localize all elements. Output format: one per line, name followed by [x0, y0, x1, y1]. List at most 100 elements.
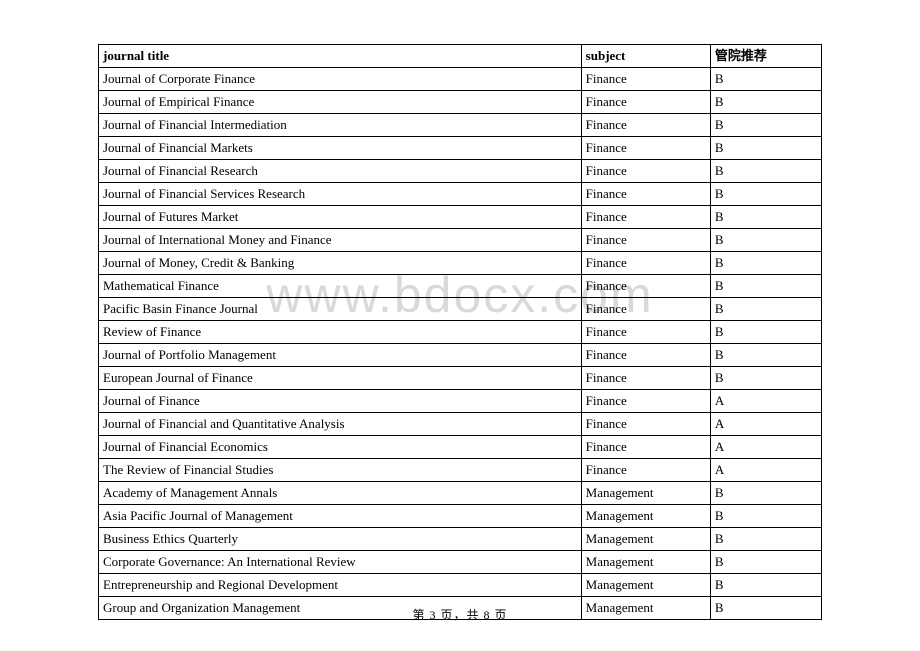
cell-title: Journal of Financial Markets	[99, 137, 582, 160]
cell-rec: B	[710, 68, 821, 91]
table-row: Journal of Portfolio ManagementFinanceB	[99, 344, 822, 367]
cell-subject: Finance	[581, 183, 710, 206]
table-row: Journal of Financial EconomicsFinanceA	[99, 436, 822, 459]
cell-title: Entrepreneurship and Regional Developmen…	[99, 574, 582, 597]
cell-title: Business Ethics Quarterly	[99, 528, 582, 551]
journal-table: journal title subject 管院推荐 Journal of Co…	[98, 44, 822, 620]
table-row: Pacific Basin Finance JournalFinanceB	[99, 298, 822, 321]
table-row: Asia Pacific Journal of ManagementManage…	[99, 505, 822, 528]
col-header-title: journal title	[99, 45, 582, 68]
cell-title: Journal of Financial and Quantitative An…	[99, 413, 582, 436]
cell-subject: Finance	[581, 114, 710, 137]
cell-title: Asia Pacific Journal of Management	[99, 505, 582, 528]
table-row: Business Ethics QuarterlyManagementB	[99, 528, 822, 551]
table-row: Group and Organization ManagementManagem…	[99, 597, 822, 620]
cell-title: Journal of Corporate Finance	[99, 68, 582, 91]
cell-subject: Finance	[581, 344, 710, 367]
table-row: Journal of Futures MarketFinanceB	[99, 206, 822, 229]
cell-subject: Management	[581, 551, 710, 574]
cell-title: Journal of Futures Market	[99, 206, 582, 229]
table-row: Journal of Financial MarketsFinanceB	[99, 137, 822, 160]
cell-rec: B	[710, 114, 821, 137]
cell-title: Corporate Governance: An International R…	[99, 551, 582, 574]
cell-title: Journal of Financial Intermediation	[99, 114, 582, 137]
cell-rec: B	[710, 367, 821, 390]
table-row: Journal of Money, Credit & BankingFinanc…	[99, 252, 822, 275]
cell-title: Journal of Empirical Finance	[99, 91, 582, 114]
cell-subject: Management	[581, 528, 710, 551]
cell-rec: B	[710, 482, 821, 505]
cell-rec: B	[710, 551, 821, 574]
cell-subject: Finance	[581, 91, 710, 114]
cell-title: Academy of Management Annals	[99, 482, 582, 505]
table-row: Journal of Financial IntermediationFinan…	[99, 114, 822, 137]
cell-subject: Finance	[581, 321, 710, 344]
table-body: Journal of Corporate FinanceFinanceBJour…	[99, 68, 822, 620]
cell-title: Review of Finance	[99, 321, 582, 344]
cell-subject: Finance	[581, 413, 710, 436]
table-row: Journal of Financial ResearchFinanceB	[99, 160, 822, 183]
cell-rec: B	[710, 298, 821, 321]
cell-rec: B	[710, 275, 821, 298]
cell-subject: Finance	[581, 206, 710, 229]
cell-rec: B	[710, 183, 821, 206]
cell-rec: B	[710, 597, 821, 620]
table-row: Journal of FinanceFinanceA	[99, 390, 822, 413]
cell-title: Journal of Money, Credit & Banking	[99, 252, 582, 275]
cell-title: Journal of International Money and Finan…	[99, 229, 582, 252]
cell-rec: B	[710, 574, 821, 597]
cell-rec: A	[710, 390, 821, 413]
cell-subject: Finance	[581, 252, 710, 275]
page-content: journal title subject 管院推荐 Journal of Co…	[0, 0, 920, 620]
cell-rec: B	[710, 137, 821, 160]
cell-subject: Finance	[581, 137, 710, 160]
cell-subject: Finance	[581, 367, 710, 390]
cell-rec: B	[710, 321, 821, 344]
table-row: Mathematical FinanceFinanceB	[99, 275, 822, 298]
table-row: Journal of Corporate FinanceFinanceB	[99, 68, 822, 91]
cell-title: Mathematical Finance	[99, 275, 582, 298]
cell-subject: Management	[581, 505, 710, 528]
cell-subject: Finance	[581, 229, 710, 252]
cell-title: Journal of Portfolio Management	[99, 344, 582, 367]
cell-title: The Review of Financial Studies	[99, 459, 582, 482]
cell-rec: A	[710, 436, 821, 459]
col-header-rec: 管院推荐	[710, 45, 821, 68]
cell-rec: A	[710, 413, 821, 436]
table-row: The Review of Financial StudiesFinanceA	[99, 459, 822, 482]
cell-title: Pacific Basin Finance Journal	[99, 298, 582, 321]
cell-rec: B	[710, 252, 821, 275]
table-row: European Journal of FinanceFinanceB	[99, 367, 822, 390]
cell-title: Journal of Financial Services Research	[99, 183, 582, 206]
cell-rec: A	[710, 459, 821, 482]
cell-subject: Finance	[581, 275, 710, 298]
table-row: Corporate Governance: An International R…	[99, 551, 822, 574]
cell-rec: B	[710, 344, 821, 367]
table-row: Journal of Financial and Quantitative An…	[99, 413, 822, 436]
cell-subject: Management	[581, 482, 710, 505]
table-row: Journal of Financial Services ResearchFi…	[99, 183, 822, 206]
cell-title: Journal of Finance	[99, 390, 582, 413]
cell-title: Journal of Financial Research	[99, 160, 582, 183]
cell-rec: B	[710, 206, 821, 229]
table-row: Journal of International Money and Finan…	[99, 229, 822, 252]
cell-title: Journal of Financial Economics	[99, 436, 582, 459]
table-header-row: journal title subject 管院推荐	[99, 45, 822, 68]
cell-subject: Finance	[581, 68, 710, 91]
table-row: Review of FinanceFinanceB	[99, 321, 822, 344]
cell-title: European Journal of Finance	[99, 367, 582, 390]
cell-subject: Finance	[581, 160, 710, 183]
cell-subject: Finance	[581, 459, 710, 482]
cell-subject: Management	[581, 597, 710, 620]
table-row: Journal of Empirical FinanceFinanceB	[99, 91, 822, 114]
cell-rec: B	[710, 229, 821, 252]
cell-subject: Management	[581, 574, 710, 597]
cell-subject: Finance	[581, 436, 710, 459]
cell-subject: Finance	[581, 390, 710, 413]
cell-subject: Finance	[581, 298, 710, 321]
table-row: Entrepreneurship and Regional Developmen…	[99, 574, 822, 597]
table-row: Academy of Management AnnalsManagementB	[99, 482, 822, 505]
cell-rec: B	[710, 160, 821, 183]
cell-rec: B	[710, 528, 821, 551]
col-header-subject: subject	[581, 45, 710, 68]
